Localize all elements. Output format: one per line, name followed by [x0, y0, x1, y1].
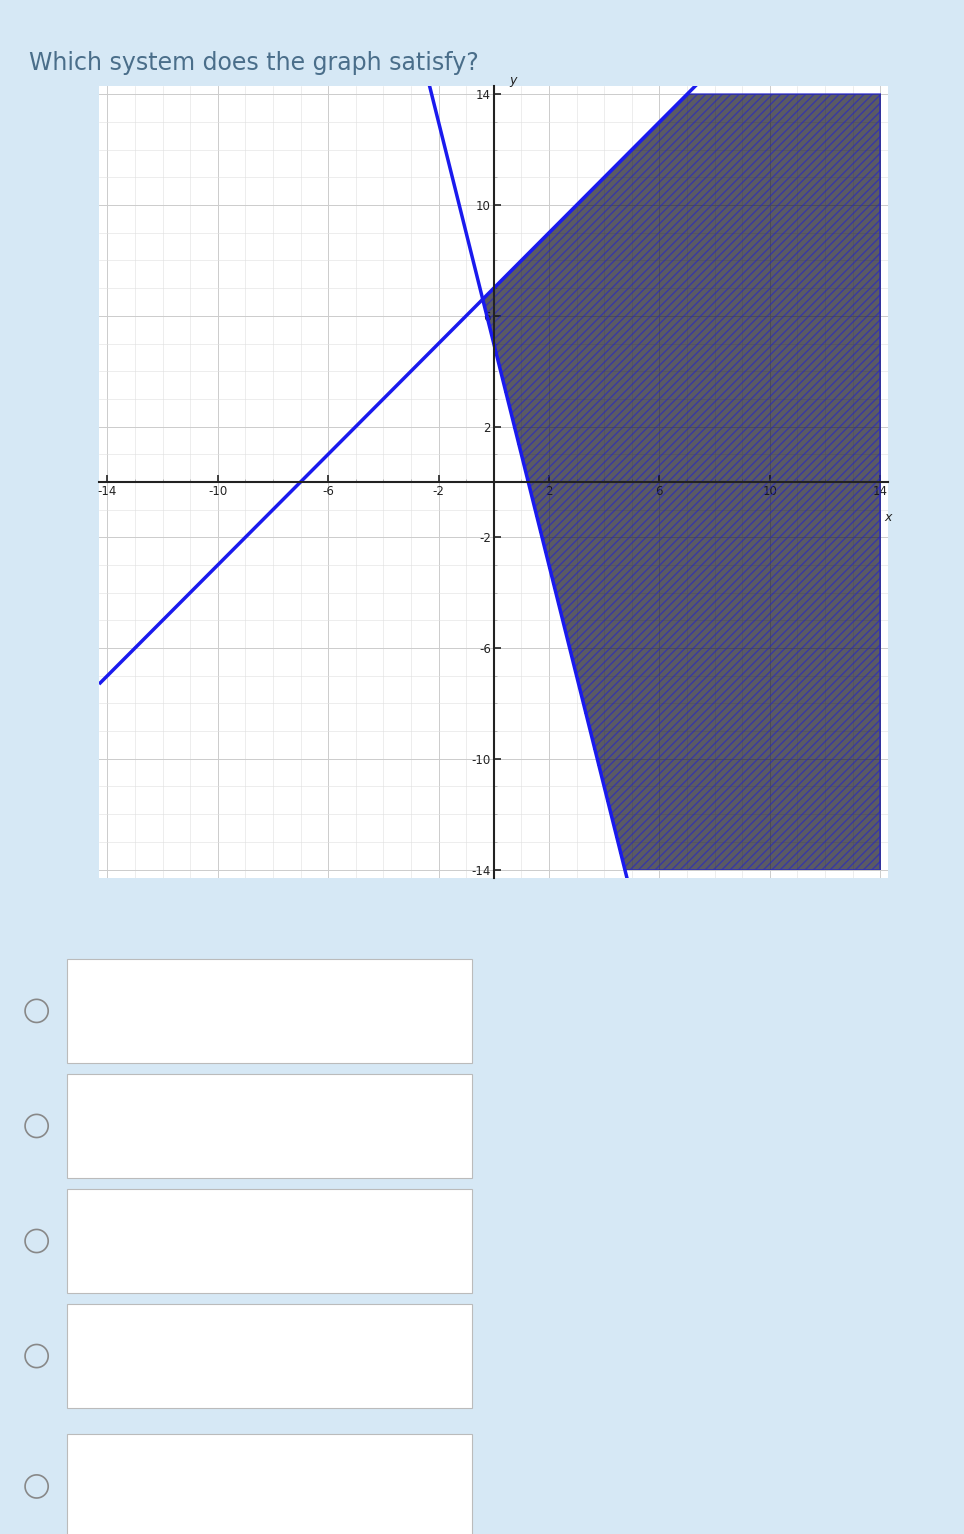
Text: {: { [130, 1339, 153, 1373]
Text: Which system does the graph satisfy?: Which system does the graph satisfy? [29, 51, 479, 75]
Point [486, 469, 501, 494]
Text: 4x − y ≥ 5: 4x − y ≥ 5 [164, 1370, 253, 1388]
Text: 4x + y ≤ 5: 4x + y ≤ 5 [164, 1140, 253, 1158]
Text: x − y ≥ −7: x − y ≥ −7 [164, 1324, 255, 1342]
Text: x: x [885, 511, 892, 525]
Text: {: { [130, 1224, 153, 1258]
Text: 4x + y ≤ 5: 4x + y ≤ 5 [164, 1500, 253, 1519]
Text: x − y ≥ −7: x − y ≥ −7 [164, 1094, 255, 1112]
Text: c.: c. [82, 1232, 97, 1250]
Text: x + y ≥ −7: x + y ≥ −7 [164, 1454, 255, 1473]
Text: 4x + y ≥ 5: 4x + y ≥ 5 [164, 1025, 253, 1043]
Text: y: y [509, 74, 517, 87]
Text: e.: e. [82, 1477, 99, 1496]
Text: 4x + y ≥ 5: 4x + y ≥ 5 [164, 1255, 253, 1273]
Text: x − y ≤ −7: x − y ≤ −7 [164, 1209, 255, 1227]
Text: {: { [130, 994, 153, 1028]
Text: x − y ≥ −7: x − y ≥ −7 [164, 979, 255, 997]
Text: {: { [130, 1470, 153, 1503]
Text: {: { [130, 1109, 153, 1143]
Text: d.: d. [82, 1347, 99, 1365]
Text: b.: b. [82, 1117, 99, 1135]
Text: a.: a. [82, 1002, 99, 1020]
